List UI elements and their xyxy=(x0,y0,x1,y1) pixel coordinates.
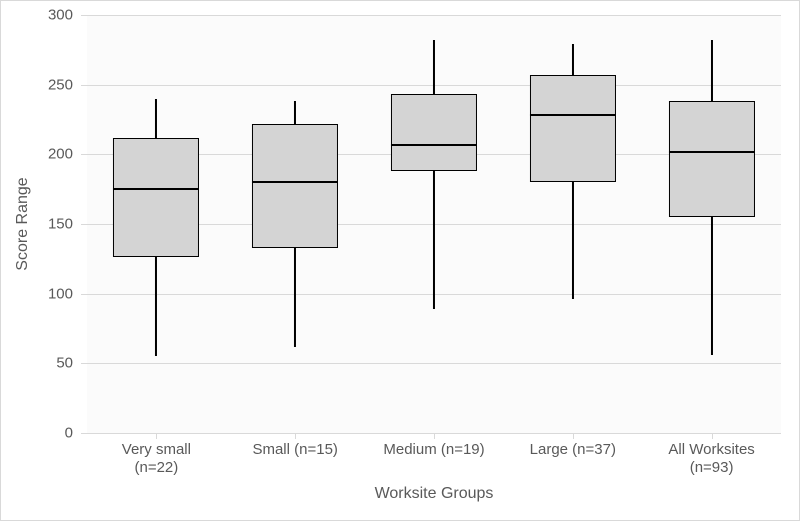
plot-area xyxy=(87,15,781,434)
x-tickmark xyxy=(712,433,713,439)
whisker-lower xyxy=(572,182,574,299)
iqr-box xyxy=(113,138,199,258)
x-tick-label: All Worksites(n=93) xyxy=(646,441,778,477)
y-tick-label: 0 xyxy=(1,425,73,442)
median-line xyxy=(530,114,616,116)
x-axis-label: Worksite Groups xyxy=(375,485,494,503)
whisker-upper xyxy=(155,99,157,138)
whisker-lower xyxy=(433,171,435,309)
x-tick-label: Large (n=37) xyxy=(507,441,639,459)
median-line xyxy=(113,188,199,190)
x-tickmark xyxy=(573,433,574,439)
y-tick-label: 300 xyxy=(1,7,73,24)
boxplot-group xyxy=(669,15,755,433)
iqr-box xyxy=(391,94,477,171)
median-line xyxy=(669,151,755,153)
y-tickmark xyxy=(81,85,87,86)
whisker-lower xyxy=(294,248,296,347)
whisker-lower xyxy=(155,257,157,356)
iqr-box xyxy=(252,124,338,248)
boxplot-group xyxy=(530,15,616,433)
whisker-upper xyxy=(572,44,574,75)
x-tick-label: Very small(n=22) xyxy=(90,441,222,477)
y-tick-label: 150 xyxy=(1,216,73,233)
iqr-box xyxy=(669,101,755,217)
iqr-box xyxy=(530,75,616,182)
boxplot-chart: Score Range Worksite Groups 050100150200… xyxy=(0,0,800,521)
y-tickmark xyxy=(81,294,87,295)
x-tickmark xyxy=(434,433,435,439)
boxplot-group xyxy=(113,15,199,433)
y-tickmark xyxy=(81,224,87,225)
x-tick-label: Small (n=15) xyxy=(229,441,361,459)
boxplot-group xyxy=(252,15,338,433)
y-tick-label: 250 xyxy=(1,76,73,93)
x-tickmark xyxy=(295,433,296,439)
whisker-upper xyxy=(433,40,435,94)
median-line xyxy=(252,181,338,183)
boxplot-group xyxy=(391,15,477,433)
y-tick-label: 50 xyxy=(1,355,73,372)
y-tickmark xyxy=(81,363,87,364)
y-tickmark xyxy=(81,433,87,434)
x-tickmark xyxy=(156,433,157,439)
y-tick-label: 200 xyxy=(1,146,73,163)
whisker-upper xyxy=(294,101,296,123)
y-tick-label: 100 xyxy=(1,285,73,302)
x-tick-label: Medium (n=19) xyxy=(368,441,500,459)
y-tickmark xyxy=(81,15,87,16)
whisker-lower xyxy=(711,217,713,355)
whisker-upper xyxy=(711,40,713,101)
median-line xyxy=(391,144,477,146)
y-tickmark xyxy=(81,154,87,155)
